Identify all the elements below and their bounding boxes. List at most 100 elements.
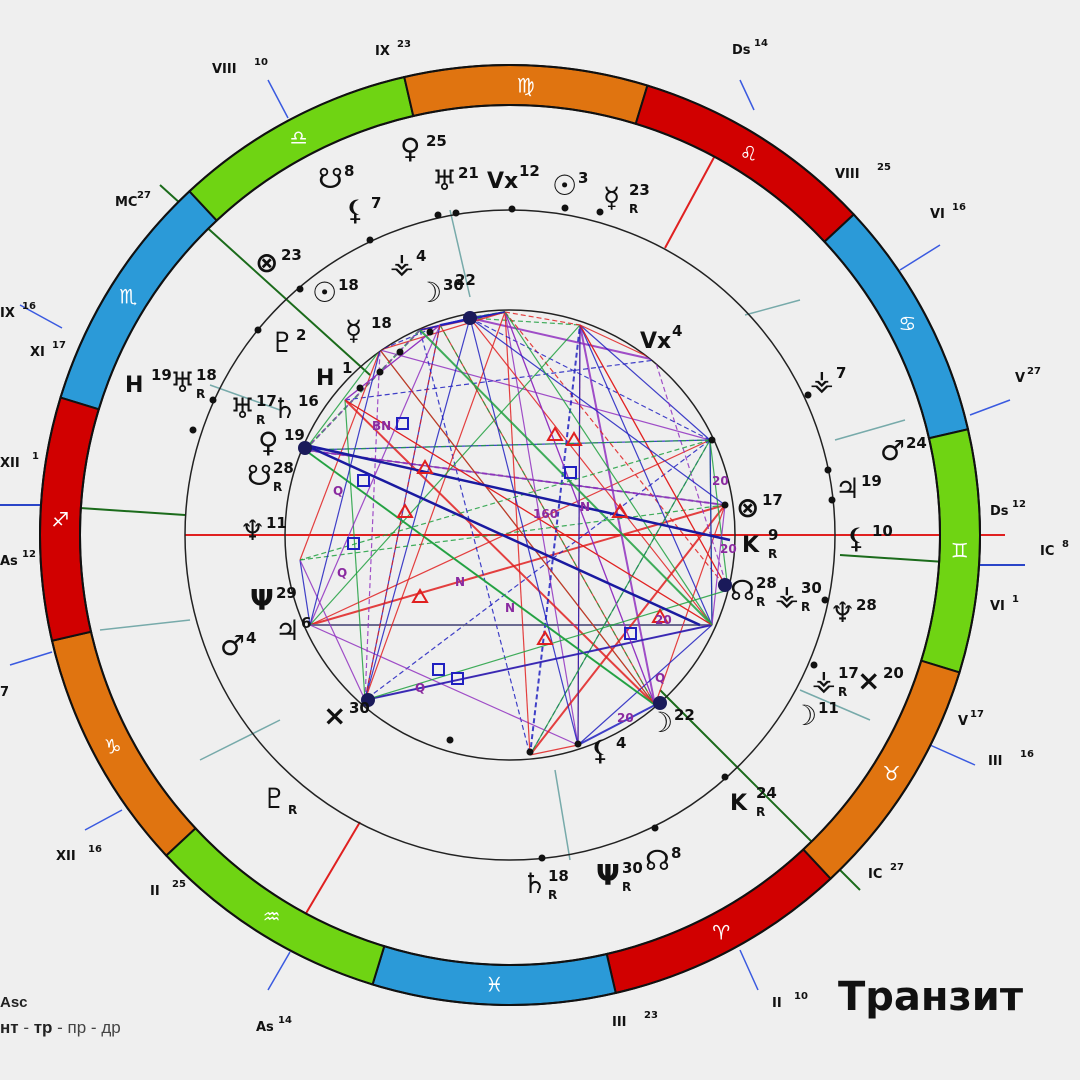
planet-glyph-icon: ⚸	[590, 734, 611, 767]
trine-marker	[416, 459, 434, 474]
house-cusp-label: VI	[990, 599, 1005, 614]
aspect-line	[309, 624, 579, 746]
position-dot	[434, 211, 442, 219]
planet-position-dots	[189, 204, 836, 862]
retrograde-marker: R	[288, 803, 297, 817]
trine-marker	[611, 503, 629, 518]
planet-degree: 7	[836, 364, 846, 382]
planet-degree: 30	[349, 699, 370, 717]
house-line-iii	[554, 769, 571, 861]
aspect-label: N	[505, 601, 515, 615]
planet-glyph-icon: H	[125, 373, 143, 398]
position-dot	[189, 426, 197, 434]
planet-degree: 8	[671, 844, 681, 862]
position-dot	[296, 285, 304, 293]
aspect-line	[654, 504, 726, 706]
planet-degree: 18	[548, 867, 569, 885]
aspect-label: N	[580, 500, 590, 514]
house-cusp-degree: 1	[1012, 594, 1019, 605]
planet-degree: 17	[762, 491, 783, 509]
house-cusp-label: As	[256, 1020, 274, 1035]
aspect-line	[364, 624, 713, 701]
aspect-line	[364, 439, 711, 701]
planet-glyph-icon: ♅	[170, 366, 195, 399]
position-dot	[452, 209, 460, 217]
aspect-line	[469, 317, 726, 506]
house-cusp-degree: 16	[952, 202, 966, 213]
planet-degree: 23	[629, 181, 650, 199]
planet-degree: 7	[371, 194, 381, 212]
house-cusp-label: IC	[1040, 544, 1054, 559]
trine-marker	[546, 426, 564, 441]
house-cusp-label: IX	[375, 44, 390, 59]
planet-degree: 17	[838, 664, 859, 682]
aspect-label: 20	[655, 613, 672, 627]
position-dot	[508, 205, 516, 213]
house-cusp-label: V	[1015, 371, 1025, 386]
planet-glyph-icon: ♂	[880, 434, 905, 467]
house-cusp-label: IC	[868, 867, 882, 882]
asc-green	[79, 507, 186, 516]
house-tick-8	[84, 809, 123, 831]
aspect-line	[579, 324, 656, 361]
zodiac-segment-sagittarius	[39, 396, 101, 642]
house-cusp-degree: 16	[22, 301, 36, 312]
house-line-vi	[834, 419, 906, 441]
house-cusp-degree: 16	[88, 844, 102, 855]
aspect-line	[577, 704, 656, 746]
planet-glyph-icon: ♆	[240, 514, 265, 547]
planet-degree: 29	[276, 584, 297, 602]
planet-glyph-icon: ⊗	[255, 246, 278, 279]
aspect-line	[504, 311, 713, 626]
aspect-line	[529, 439, 711, 756]
position-dot	[596, 208, 604, 216]
aspect-label: Q	[415, 681, 425, 695]
planet-degree: 19	[861, 472, 882, 490]
planet-degree: 4	[672, 322, 682, 340]
aspect-line	[304, 349, 381, 451]
zodiac-ring: ♏ ♎ ♍ ♌ ♋ ♊ ♉ ♈ ♓ ♒ ♑ ♐	[39, 64, 981, 1006]
retrograde-marker: R	[801, 600, 810, 614]
planet-degree: 24	[756, 784, 777, 802]
house-cusp-degree: 17	[970, 709, 984, 720]
house-line-viii	[744, 299, 801, 316]
planet-glyph-icon: ♃	[275, 614, 300, 647]
house-tick-6	[739, 949, 759, 991]
aspect-line	[711, 504, 726, 626]
planet-glyph-icon: ♇	[262, 782, 287, 815]
zodiac-segment-capricorn	[50, 630, 197, 857]
planet-glyph-icon: ☽	[792, 699, 817, 732]
aspect-line	[364, 317, 471, 701]
aspect-label: Q	[333, 484, 343, 498]
position-dot	[824, 466, 832, 474]
aspect-line	[419, 329, 531, 756]
house-cusp-degree: 14	[754, 38, 768, 49]
retrograde-marker: R	[629, 202, 638, 216]
aspect-line	[504, 311, 729, 591]
planet-degree: 30	[801, 579, 822, 597]
stellium-dot	[361, 693, 375, 707]
position-dot	[721, 501, 729, 509]
planet-degree: 28	[756, 574, 777, 592]
position-dot	[356, 384, 364, 392]
house-line-xii	[99, 619, 191, 631]
planet-degree: 8	[344, 162, 354, 180]
position-dot	[446, 736, 454, 744]
planet-glyph-icon: Ψ	[250, 584, 274, 617]
aspect-line	[419, 311, 506, 331]
legend-natal: нт	[0, 1018, 19, 1037]
house-cusp-degree: 1	[32, 451, 39, 462]
aspect-line-major	[304, 443, 701, 627]
aspect-line-major	[304, 443, 731, 542]
planet-degree: 21	[458, 164, 479, 182]
ds-axis-red	[664, 149, 719, 249]
house-cusp-label: 7	[0, 685, 9, 700]
house-cusp-label: III	[612, 1015, 627, 1030]
aspect-line	[579, 324, 711, 441]
house-cusp-degree: 27	[137, 190, 151, 201]
house-cusp-degree: 25	[172, 879, 186, 890]
aspect-line	[469, 317, 713, 626]
planet-degree: 19	[151, 366, 172, 384]
house-cusp-label: XII	[56, 849, 76, 864]
